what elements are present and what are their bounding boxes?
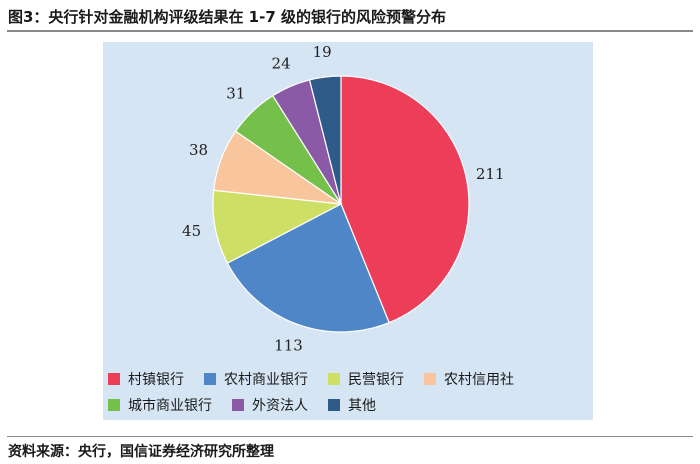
legend-swatch <box>328 399 340 411</box>
legend-label: 农村信用社 <box>444 372 514 388</box>
legend-label: 城市商业银行 <box>128 398 212 414</box>
legend-item: 农村信用社 <box>424 370 514 388</box>
chart-panel: 211 113 45 38 31 24 19 村镇银行 农村商业银行 民营银行 农村信用社城市商业… <box>103 42 593 420</box>
pie-slice <box>308 75 342 205</box>
chart-legend: 村镇银行 农村商业银行 民营银行 农村信用社城市商业银行 外资法人 其他 <box>108 370 593 414</box>
legend-label: 农村商业银行 <box>224 372 308 388</box>
legend-item: 村镇银行 <box>108 370 184 388</box>
legend-label: 外资法人 <box>252 398 308 414</box>
legend-swatch <box>204 373 216 385</box>
slice-value-label: 45 <box>182 222 201 240</box>
slice-value-label: 19 <box>313 43 332 61</box>
legend-swatch <box>424 373 436 385</box>
legend-label: 民营银行 <box>348 372 404 388</box>
legend-item: 民营银行 <box>328 370 404 388</box>
slice-value-label: 38 <box>189 141 208 159</box>
legend-label: 村镇银行 <box>128 372 184 388</box>
pie-chart: 211 113 45 38 31 24 19 <box>182 43 505 355</box>
legend-swatch <box>328 373 340 385</box>
slice-value-label: 24 <box>272 54 291 72</box>
source-note: 资料来源：央行，国信证券经济研究所整理 <box>8 444 274 460</box>
legend-swatch <box>108 399 120 411</box>
title-divider <box>7 30 693 32</box>
figure-title: 图3：央行针对金融机构评级结果在 1-7 级的银行的风险预警分布 <box>8 8 446 26</box>
source-divider <box>7 436 693 437</box>
legend-item: 外资法人 <box>232 396 308 414</box>
slice-value-label: 211 <box>476 165 505 183</box>
legend-item: 农村商业银行 <box>204 370 308 388</box>
slice-value-label: 113 <box>274 337 303 355</box>
slice-value-label: 31 <box>226 84 245 102</box>
pie-slice <box>226 203 390 333</box>
legend-swatch <box>108 373 120 385</box>
legend-swatch <box>232 399 244 411</box>
legend-item: 城市商业银行 <box>108 396 212 414</box>
legend-item: 其他 <box>328 396 376 414</box>
pie-slice <box>340 75 470 324</box>
legend-label: 其他 <box>348 398 376 414</box>
